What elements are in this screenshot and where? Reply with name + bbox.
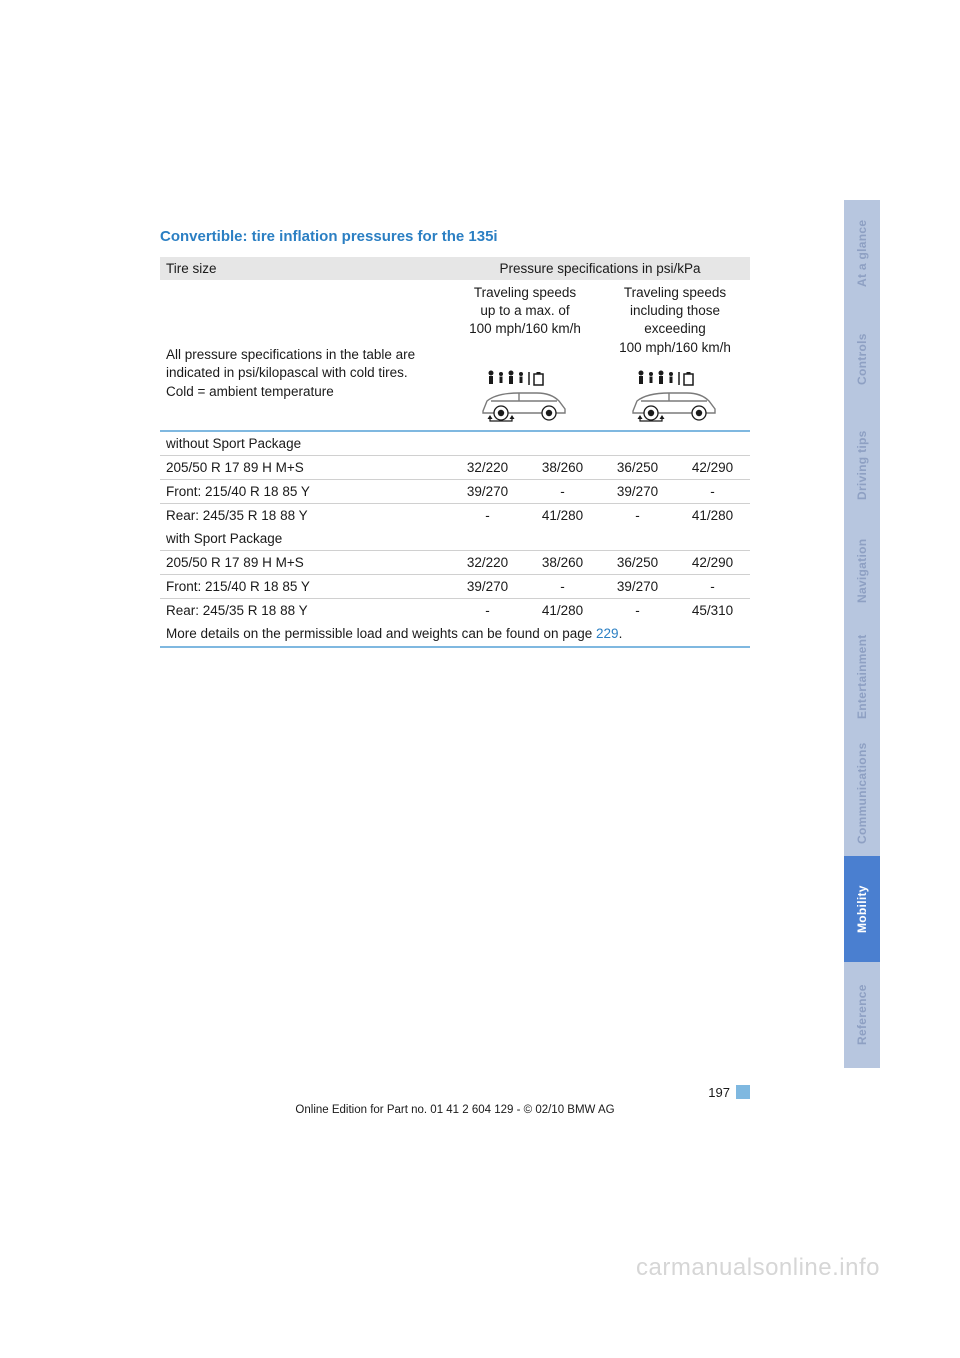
val-cell: 39/270: [600, 479, 675, 503]
footnote-row: More details on the permissible load and…: [160, 622, 750, 645]
table-row: 205/50 R 17 89 H M+S32/22038/26036/25042…: [160, 455, 750, 479]
side-tab[interactable]: Communications: [844, 730, 880, 856]
pressure-note: All pressure specifications in the table…: [160, 280, 450, 429]
table-subheader-row: All pressure specifications in the table…: [160, 280, 750, 361]
val-cell: -: [675, 479, 750, 503]
section-title: Convertible: tire inflation pressures fo…: [160, 228, 750, 245]
val-cell: 42/290: [675, 455, 750, 479]
page-number-box-icon: [736, 1085, 750, 1099]
val-cell: 38/260: [525, 550, 600, 574]
val-cell: 32/220: [450, 455, 525, 479]
tire-size-cell: Rear: 245/35 R 18 88 Y: [160, 503, 450, 527]
table-group-label: with Sport Package: [160, 527, 750, 551]
val-cell: -: [600, 598, 675, 622]
table-group-label: without Sport Package: [160, 431, 750, 456]
side-tab[interactable]: Driving tips: [844, 412, 880, 518]
footer-line: Online Edition for Part no. 01 41 2 604 …: [160, 1104, 750, 1116]
table-row: 205/50 R 17 89 H M+S32/22038/26036/25042…: [160, 550, 750, 574]
table-header-row: Tire size Pressure specifications in psi…: [160, 257, 750, 280]
val-cell: 39/270: [600, 574, 675, 598]
high-speed-icon-cell: [600, 361, 750, 429]
tire-size-cell: 205/50 R 17 89 H M+S: [160, 455, 450, 479]
side-tab[interactable]: Mobility: [844, 856, 880, 962]
side-tab[interactable]: Entertainment: [844, 624, 880, 730]
footnote-cell: More details on the permissible load and…: [160, 622, 750, 645]
val-cell: 42/290: [675, 550, 750, 574]
val-cell: 41/280: [525, 503, 600, 527]
col-pressure-spec: Pressure specifications in psi/kPa: [450, 257, 750, 280]
watermark: carmanualsonline.info: [636, 1254, 880, 1282]
tire-size-cell: Rear: 245/35 R 18 88 Y: [160, 598, 450, 622]
val-cell: -: [525, 574, 600, 598]
table-group-label-row: with Sport Package: [160, 527, 750, 551]
tire-size-cell: 205/50 R 17 89 H M+S: [160, 550, 450, 574]
page-number-wrap: 197: [160, 1084, 750, 1102]
val-cell: -: [450, 503, 525, 527]
val-cell: 32/220: [450, 550, 525, 574]
val-cell: 41/280: [675, 503, 750, 527]
table-row: Rear: 245/35 R 18 88 Y-41/280-45/310: [160, 598, 750, 622]
val-cell: 39/270: [450, 574, 525, 598]
val-cell: 45/310: [675, 598, 750, 622]
val-cell: -: [600, 503, 675, 527]
page-number: 197: [708, 1085, 730, 1100]
tire-size-cell: Front: 215/40 R 18 85 Y: [160, 574, 450, 598]
col-tire-size: Tire size: [160, 257, 450, 280]
content-area: Convertible: tire inflation pressures fo…: [160, 228, 750, 648]
val-cell: 38/260: [525, 455, 600, 479]
car-icon: [629, 369, 721, 423]
val-cell: -: [675, 574, 750, 598]
page: At a glanceControlsDriving tipsNavigatio…: [0, 0, 960, 1358]
footnote-text: More details on the permissible load and…: [166, 626, 596, 641]
val-cell: -: [450, 598, 525, 622]
side-tab[interactable]: Controls: [844, 306, 880, 412]
tire-pressure-table: Tire size Pressure specifications in psi…: [160, 257, 750, 648]
low-speed-icon-cell: [450, 361, 600, 429]
side-tab[interactable]: Reference: [844, 962, 880, 1068]
val-cell: 36/250: [600, 455, 675, 479]
table-row: Front: 215/40 R 18 85 Y39/270-39/270-: [160, 479, 750, 503]
table-row: Front: 215/40 R 18 85 Y39/270-39/270-: [160, 574, 750, 598]
side-tab[interactable]: Navigation: [844, 518, 880, 624]
val-cell: 36/250: [600, 550, 675, 574]
table-row: Rear: 245/35 R 18 88 Y-41/280-41/280: [160, 503, 750, 527]
side-tab[interactable]: At a glance: [844, 200, 880, 306]
val-cell: -: [525, 479, 600, 503]
tire-size-cell: Front: 215/40 R 18 85 Y: [160, 479, 450, 503]
col-low-speed: Traveling speeds up to a max. of 100 mph…: [450, 280, 600, 361]
car-icon: [479, 369, 571, 423]
val-cell: 41/280: [525, 598, 600, 622]
footnote-link[interactable]: 229: [596, 626, 619, 641]
divider: [160, 645, 750, 647]
table-group-label-row: without Sport Package: [160, 431, 750, 456]
val-cell: 39/270: [450, 479, 525, 503]
footnote-period: .: [619, 626, 623, 641]
side-tabs: At a glanceControlsDriving tipsNavigatio…: [844, 200, 880, 1068]
col-high-speed: Traveling speeds including those exceedi…: [600, 280, 750, 361]
